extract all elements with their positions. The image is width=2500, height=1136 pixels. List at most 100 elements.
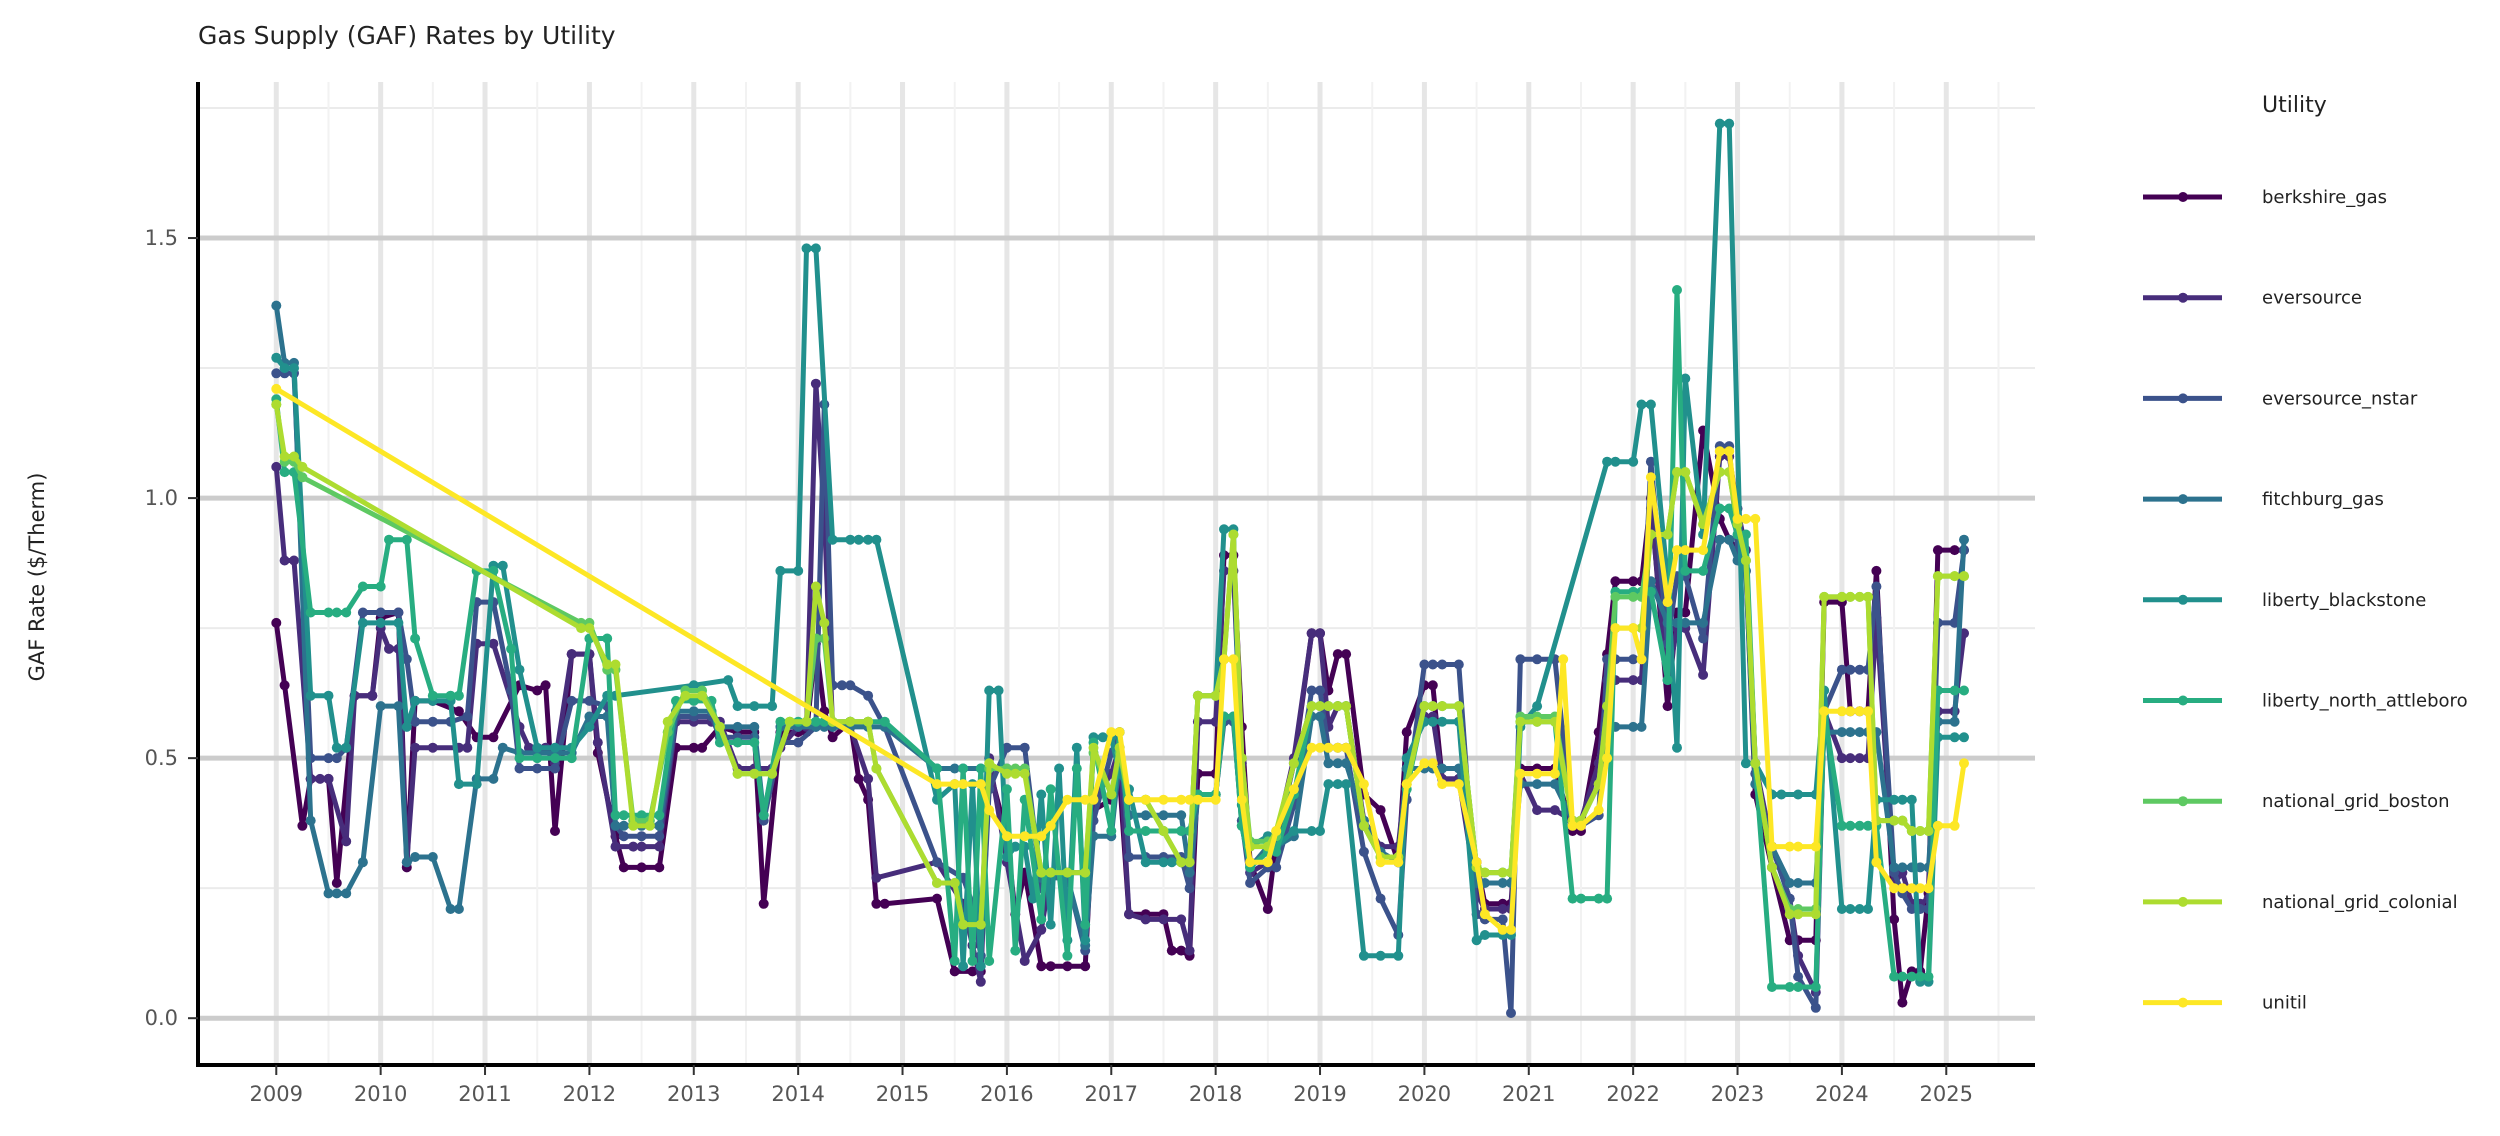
data-point-unitil [1906,883,1917,894]
data-point-liberty_blackstone [1045,919,1056,930]
data-point-fitchburg_gas [1897,862,1908,873]
data-point-national_grid_colonial [697,690,708,701]
data-point-eversource_nstar [1532,654,1543,665]
data-point-unitil [1497,924,1508,935]
data-point-national_grid_colonial [984,758,995,769]
data-point-national_grid_colonial [1036,867,1047,878]
data-point-national_grid_colonial [1740,555,1751,566]
data-point-liberty_blackstone [1672,742,1682,753]
data-point-unitil [1245,857,1256,868]
data-point-liberty_blackstone [958,961,969,972]
data-point-berkshire_gas [853,773,864,784]
data-point-liberty_blackstone [1793,789,1804,800]
data-point-liberty_blackstone [1375,950,1386,961]
data-point-liberty_blackstone [1288,826,1299,836]
data-point-national_grid_colonial [628,820,639,831]
data-point-liberty_blackstone [1863,904,1873,914]
data-point-unitil [1567,820,1578,831]
data-point-national_grid_colonial [749,768,760,779]
data-point-berkshire_gas [1662,701,1673,712]
data-point-liberty_blackstone [1158,857,1169,868]
data-point-eversource [1628,675,1639,686]
data-point-fitchburg_gas [323,888,334,899]
data-point-liberty_north_attleboro [1959,685,1969,696]
data-point-fitchburg_gas [410,852,421,862]
data-point-national_grid_colonial [1672,467,1682,478]
data-point-liberty_north_attleboro [1602,893,1613,904]
data-point-national_grid_colonial [1019,768,1030,779]
data-point-liberty_north_attleboro [749,737,760,748]
data-point-unitil [1897,883,1908,894]
data-point-unitil [958,779,969,790]
data-point-national_grid_colonial [958,919,969,930]
data-point-eversource [1140,914,1151,925]
data-point-berkshire_gas [550,826,560,836]
data-point-eversource_nstar [1001,742,1012,753]
data-point-berkshire_gas [827,732,838,743]
data-point-liberty_blackstone [1010,841,1021,852]
data-point-eversource [1497,904,1508,914]
data-point-national_grid_colonial [784,716,795,727]
data-point-national_grid_colonial [1680,467,1691,478]
data-point-liberty_blackstone [863,534,874,545]
data-point-national_grid_colonial [714,721,725,732]
data-point-eversource [427,742,438,753]
data-point-liberty_blackstone [453,779,464,790]
data-point-fitchburg_gas [1714,534,1725,545]
legend-item-national_grid_boston: national_grid_boston [2143,791,2450,812]
data-point-unitil [1419,758,1430,769]
data-point-berkshire_gas [1045,961,1056,972]
data-point-liberty_north_attleboro [401,534,412,545]
data-point-berkshire_gas [331,878,342,888]
data-point-eversource_nstar [1184,883,1195,894]
data-point-liberty_north_attleboro [732,737,743,748]
data-point-unitil [1140,794,1151,805]
data-point-national_grid_colonial [767,768,778,779]
data-point-fitchburg_gas [1889,862,1900,873]
data-point-fitchburg_gas [488,773,499,784]
data-point-liberty_blackstone [1645,399,1656,410]
data-point-liberty_north_attleboro [1045,784,1056,795]
data-point-national_grid_colonial [1315,701,1325,712]
data-point-liberty_north_attleboro [1680,565,1691,576]
data-point-national_grid_colonial [932,878,942,888]
data-point-fitchburg_gas [732,721,743,732]
data-point-unitil [1784,841,1795,852]
data-point-eversource_nstar [1854,664,1865,675]
data-point-fitchburg_gas [688,706,699,717]
data-point-berkshire_gas [1062,961,1073,972]
data-point-national_grid_colonial [1288,758,1299,769]
data-point-liberty_north_attleboro [323,607,334,618]
data-point-unitil [1158,794,1169,805]
data-point-liberty_blackstone [1959,732,1969,743]
data-point-eversource_nstar [1453,659,1464,670]
data-point-national_grid_colonial [1932,571,1943,582]
data-point-unitil [1959,758,1969,769]
data-point-fitchburg_gas [331,888,342,899]
data-point-eversource_nstar [357,607,368,618]
data-point-national_grid_colonial [1228,529,1239,540]
data-point-liberty_blackstone [1889,794,1900,805]
data-point-fitchburg_gas [1497,878,1508,888]
data-point-fitchburg_gas [393,701,404,712]
data-point-eversource_nstar [271,368,282,379]
data-point-eversource_nstar [1497,914,1508,925]
data-point-unitil [1427,758,1438,769]
data-point-unitil [1036,831,1047,842]
data-point-unitil [1845,706,1856,717]
data-point-unitil [1358,779,1369,790]
data-point-unitil [932,779,942,790]
data-point-unitil [1001,831,1012,842]
data-point-berkshire_gas [1080,961,1091,972]
data-point-fitchburg_gas [497,742,508,753]
data-point-unitil [1262,857,1273,868]
x-tick-label: 2010 [354,1082,407,1106]
data-point-liberty_north_attleboro [305,607,316,618]
data-point-liberty_blackstone [1610,456,1621,467]
data-point-eversource_nstar [1836,664,1847,675]
data-point-unitil [1088,794,1099,805]
data-point-unitil [1045,820,1056,831]
x-tick-label: 2025 [1920,1082,1973,1106]
data-point-eversource [271,461,282,472]
